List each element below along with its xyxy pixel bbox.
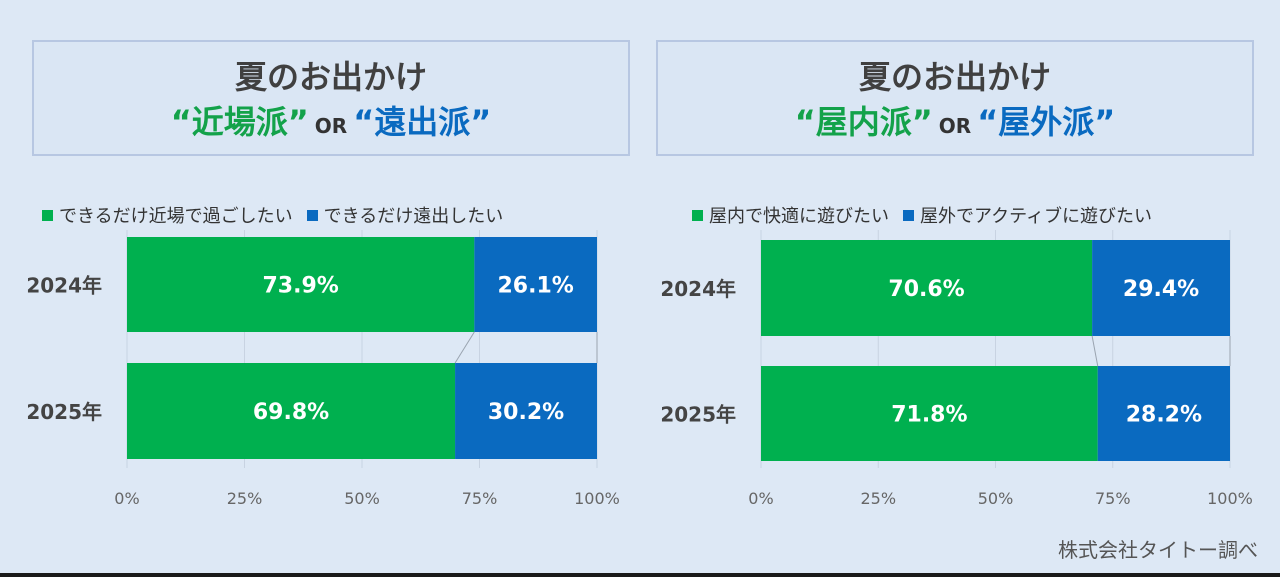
chart-subtitle: “屋内派” OR “屋外派” (658, 102, 1252, 146)
chart-panel-left: 夏のお出かけ “近場派” OR “遠出派” できるだけ近場で過ごしたい できるだけ遠出… (0, 0, 640, 573)
data-label: 71.8% (891, 403, 967, 428)
bar-segment (127, 237, 475, 332)
x-tick-label: 75% (1095, 489, 1131, 508)
bar-segment (761, 366, 1098, 461)
category-label: 2024年 (26, 274, 102, 298)
chart-title: 夏のお出かけ (234, 58, 427, 96)
bar-segment (455, 363, 597, 459)
bar-segment (761, 240, 1093, 336)
chart-panel-right: 夏のお出かけ “屋内派” OR “屋外派” 屋内で快適に遊びたい 屋外でアクティブに遊… (640, 0, 1280, 573)
data-label: 70.6% (888, 277, 964, 302)
category-label: 2024年 (660, 277, 736, 301)
category-label: 2025年 (26, 400, 102, 424)
subtitle-or: OR (314, 114, 348, 138)
x-tick-label: 25% (227, 489, 263, 508)
bottom-border (0, 573, 1280, 577)
x-tick-label: 75% (462, 489, 498, 508)
legend-item: できるだけ近場で過ごしたい (42, 202, 293, 228)
chart-title-box: 夏のお出かけ “近場派” OR “遠出派” (32, 40, 630, 156)
data-label: 29.4% (1123, 277, 1199, 302)
x-tick-label: 50% (344, 489, 380, 508)
data-label: 28.2% (1126, 403, 1202, 428)
chart-plot-right: 0% 25% 50% 75% 100% 70.6% 29.4% 2024年 71.8% 28.2%… (660, 230, 1253, 508)
bar-segment (127, 363, 456, 459)
series-connector-line (1091, 335, 1099, 367)
legend-label: できるだけ近場で過ごしたい (59, 206, 293, 227)
subtitle-option-a: “屋内派” (794, 103, 933, 141)
legend-swatch-green (42, 210, 53, 221)
legend-label: 屋内で快適に遊びたい (709, 206, 889, 227)
legend-swatch-green (692, 210, 703, 221)
x-tick-label: 25% (860, 489, 896, 508)
x-tick-label: 0% (748, 489, 773, 508)
data-label: 30.2% (488, 400, 564, 425)
chart-title-box: 夏のお出かけ “屋内派” OR “屋外派” (656, 40, 1254, 156)
subtitle-option-b: “屋外派” (977, 103, 1116, 141)
chart-legend: できるだけ近場で過ごしたい できるだけ遠出したい (42, 202, 503, 228)
series-connector-line (454, 331, 475, 364)
legend-item: できるだけ遠出したい (306, 202, 504, 228)
bar-segment (1097, 366, 1230, 461)
data-label: 26.1% (498, 274, 574, 299)
legend-swatch-blue (306, 210, 318, 221)
x-tick-label: 0% (114, 489, 139, 508)
source-note: 株式会社タイトー調べ (1058, 538, 1258, 562)
chart-plot-left: 0% 25% 50% 75% 100% 73.9% 26.1% 2024年 69.8% 30.2%… (26, 230, 620, 508)
subtitle-option-b: “遠出派” (353, 103, 492, 141)
x-tick-label: 100% (1207, 489, 1253, 508)
x-tick-label: 100% (574, 489, 620, 508)
chart-title: 夏のお出かけ (858, 58, 1051, 96)
subtitle-or: OR (938, 114, 972, 138)
x-tick-label: 50% (978, 489, 1014, 508)
chart-subtitle: “近場派” OR “遠出派” (34, 102, 628, 146)
category-label: 2025年 (660, 403, 736, 427)
chart-legend: 屋内で快適に遊びたい 屋外でアクティブに遊びたい (692, 202, 1152, 228)
subtitle-option-a: “近場派” (170, 103, 309, 141)
data-label: 69.8% (253, 400, 329, 425)
legend-item: 屋外でアクティブに遊びたい (903, 202, 1152, 228)
data-label: 73.9% (263, 274, 339, 299)
legend-label: できるだけ遠出したい (323, 206, 504, 227)
legend-swatch-blue (903, 210, 914, 221)
legend-item: 屋内で快適に遊びたい (692, 202, 889, 228)
bar-segment (1092, 240, 1230, 336)
legend-label: 屋外でアクティブに遊びたい (920, 206, 1153, 227)
bar-segment (474, 237, 597, 332)
